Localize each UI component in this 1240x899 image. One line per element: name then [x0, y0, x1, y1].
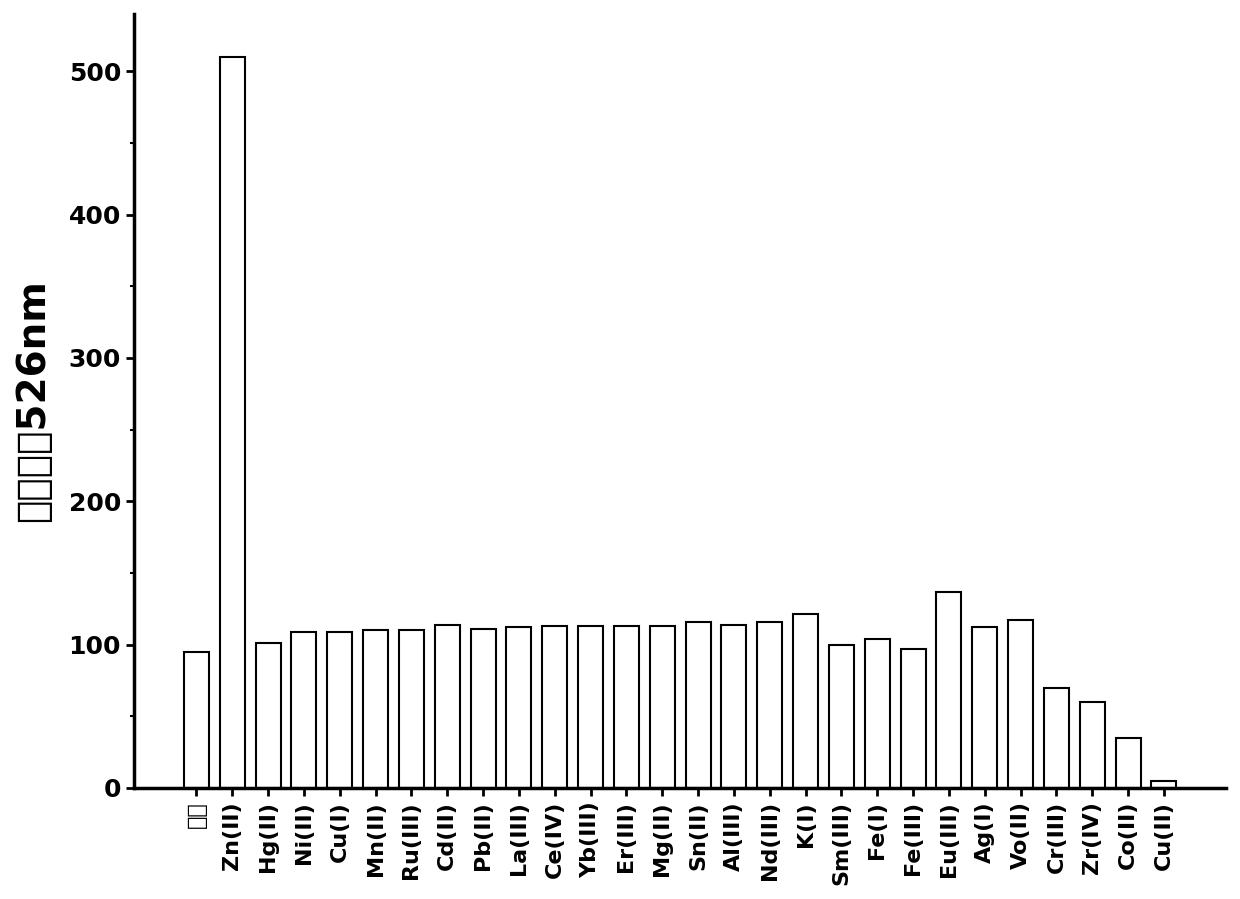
- Bar: [794, 615, 818, 788]
- Bar: [327, 632, 352, 788]
- Bar: [758, 621, 782, 788]
- Bar: [506, 628, 532, 788]
- Bar: [722, 625, 746, 788]
- Bar: [972, 628, 997, 788]
- Bar: [542, 626, 568, 788]
- Bar: [936, 592, 961, 788]
- Bar: [1008, 620, 1033, 788]
- Bar: [578, 626, 603, 788]
- Bar: [1080, 702, 1105, 788]
- Bar: [614, 626, 639, 788]
- Bar: [1116, 738, 1141, 788]
- Bar: [686, 621, 711, 788]
- Bar: [900, 649, 925, 788]
- Bar: [363, 630, 388, 788]
- Y-axis label: 荺光强度526nm: 荺光强度526nm: [14, 280, 52, 522]
- Bar: [650, 626, 675, 788]
- Bar: [435, 625, 460, 788]
- Bar: [864, 639, 890, 788]
- Bar: [1044, 688, 1069, 788]
- Bar: [399, 630, 424, 788]
- Bar: [1152, 780, 1177, 788]
- Bar: [470, 628, 496, 788]
- Bar: [291, 632, 316, 788]
- Bar: [255, 643, 280, 788]
- Bar: [828, 645, 854, 788]
- Bar: [184, 652, 210, 788]
- Bar: [219, 57, 244, 788]
